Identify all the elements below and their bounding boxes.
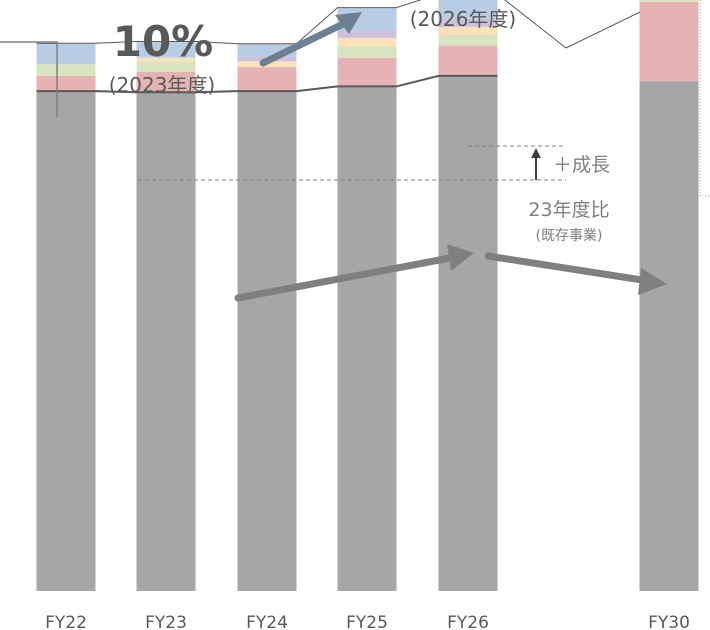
dotted-callout-box [699,0,710,197]
bar-FY26-segment-4 [438,18,498,27]
growth-indicator-arrowhead [531,148,541,158]
x-tick-label-FY30: FY30 [648,613,690,630]
gray-arrow-down [484,252,646,284]
header-line-right [565,11,641,49]
bar-FY25-segment-4 [337,30,397,38]
callout-bracket-dot [51,117,63,129]
callout-bracket [0,41,58,118]
x-tick-label-FY26: FY26 [447,613,489,630]
annotation-top-year: (2026年度) [410,7,517,31]
x-tick-label-FY22: FY22 [45,613,87,630]
annotation-main-value: 10% [113,17,214,66]
gray-arrow-up-head [447,244,474,271]
blue-growth-arrowhead [335,12,362,34]
bar-FY23-segment-1 [136,71,196,93]
x-tick-labels: FY22 FY23 FY24 FY25 FY26 FY30 [45,613,690,630]
base-trend-line [36,74,498,94]
bar-FY24-segment-0 [237,91,297,591]
gray-arrow-down-head [638,268,667,295]
bar-FY25-segment-2 [337,46,397,58]
gray-arrow-up [234,254,454,302]
annotation-comparison-sub: (既存事業) [536,228,603,244]
annotation-main-year: (2023年度) [109,73,216,97]
bar-FY23-segment-0 [136,92,196,591]
bar-FY22-segment-1 [36,75,96,92]
bar-FY25-segment-1 [337,57,397,87]
bar-FY26-segment-5 [438,0,498,19]
bar-FY23-segment-5 [136,41,196,58]
blue-growth-arrow [259,20,347,67]
x-tick-label-FY24: FY24 [246,613,288,630]
bar-FY22-segment-0 [36,91,96,591]
bar-FY30-segment-0 [639,81,699,591]
bar-FY26-segment-1 [438,45,498,76]
bar-FY22-segment-2 [36,64,96,76]
annotation-growth: ＋成長 [553,154,610,176]
bar-FY26-segment-3 [438,26,498,36]
bars-group [36,0,699,592]
bar-FY26-segment-2 [438,35,498,46]
x-tick-label-FY23: FY23 [145,613,187,630]
bar-FY22-segment-5 [36,43,96,65]
bar-FY25-segment-0 [337,86,397,591]
bar-FY23-segment-2 [136,61,196,72]
bar-FY30-segment-2 [639,0,699,2]
annotation-comparison: 23年度比 [528,199,609,221]
bar-FY24-segment-1 [237,67,297,92]
bar-FY23-segment-3 [136,57,196,62]
bar-FY30-segment-1 [639,1,699,82]
bar-FY26-segment-0 [438,75,498,592]
x-tick-label-FY25: FY25 [346,613,388,630]
bar-FY25-segment-3 [337,37,397,47]
